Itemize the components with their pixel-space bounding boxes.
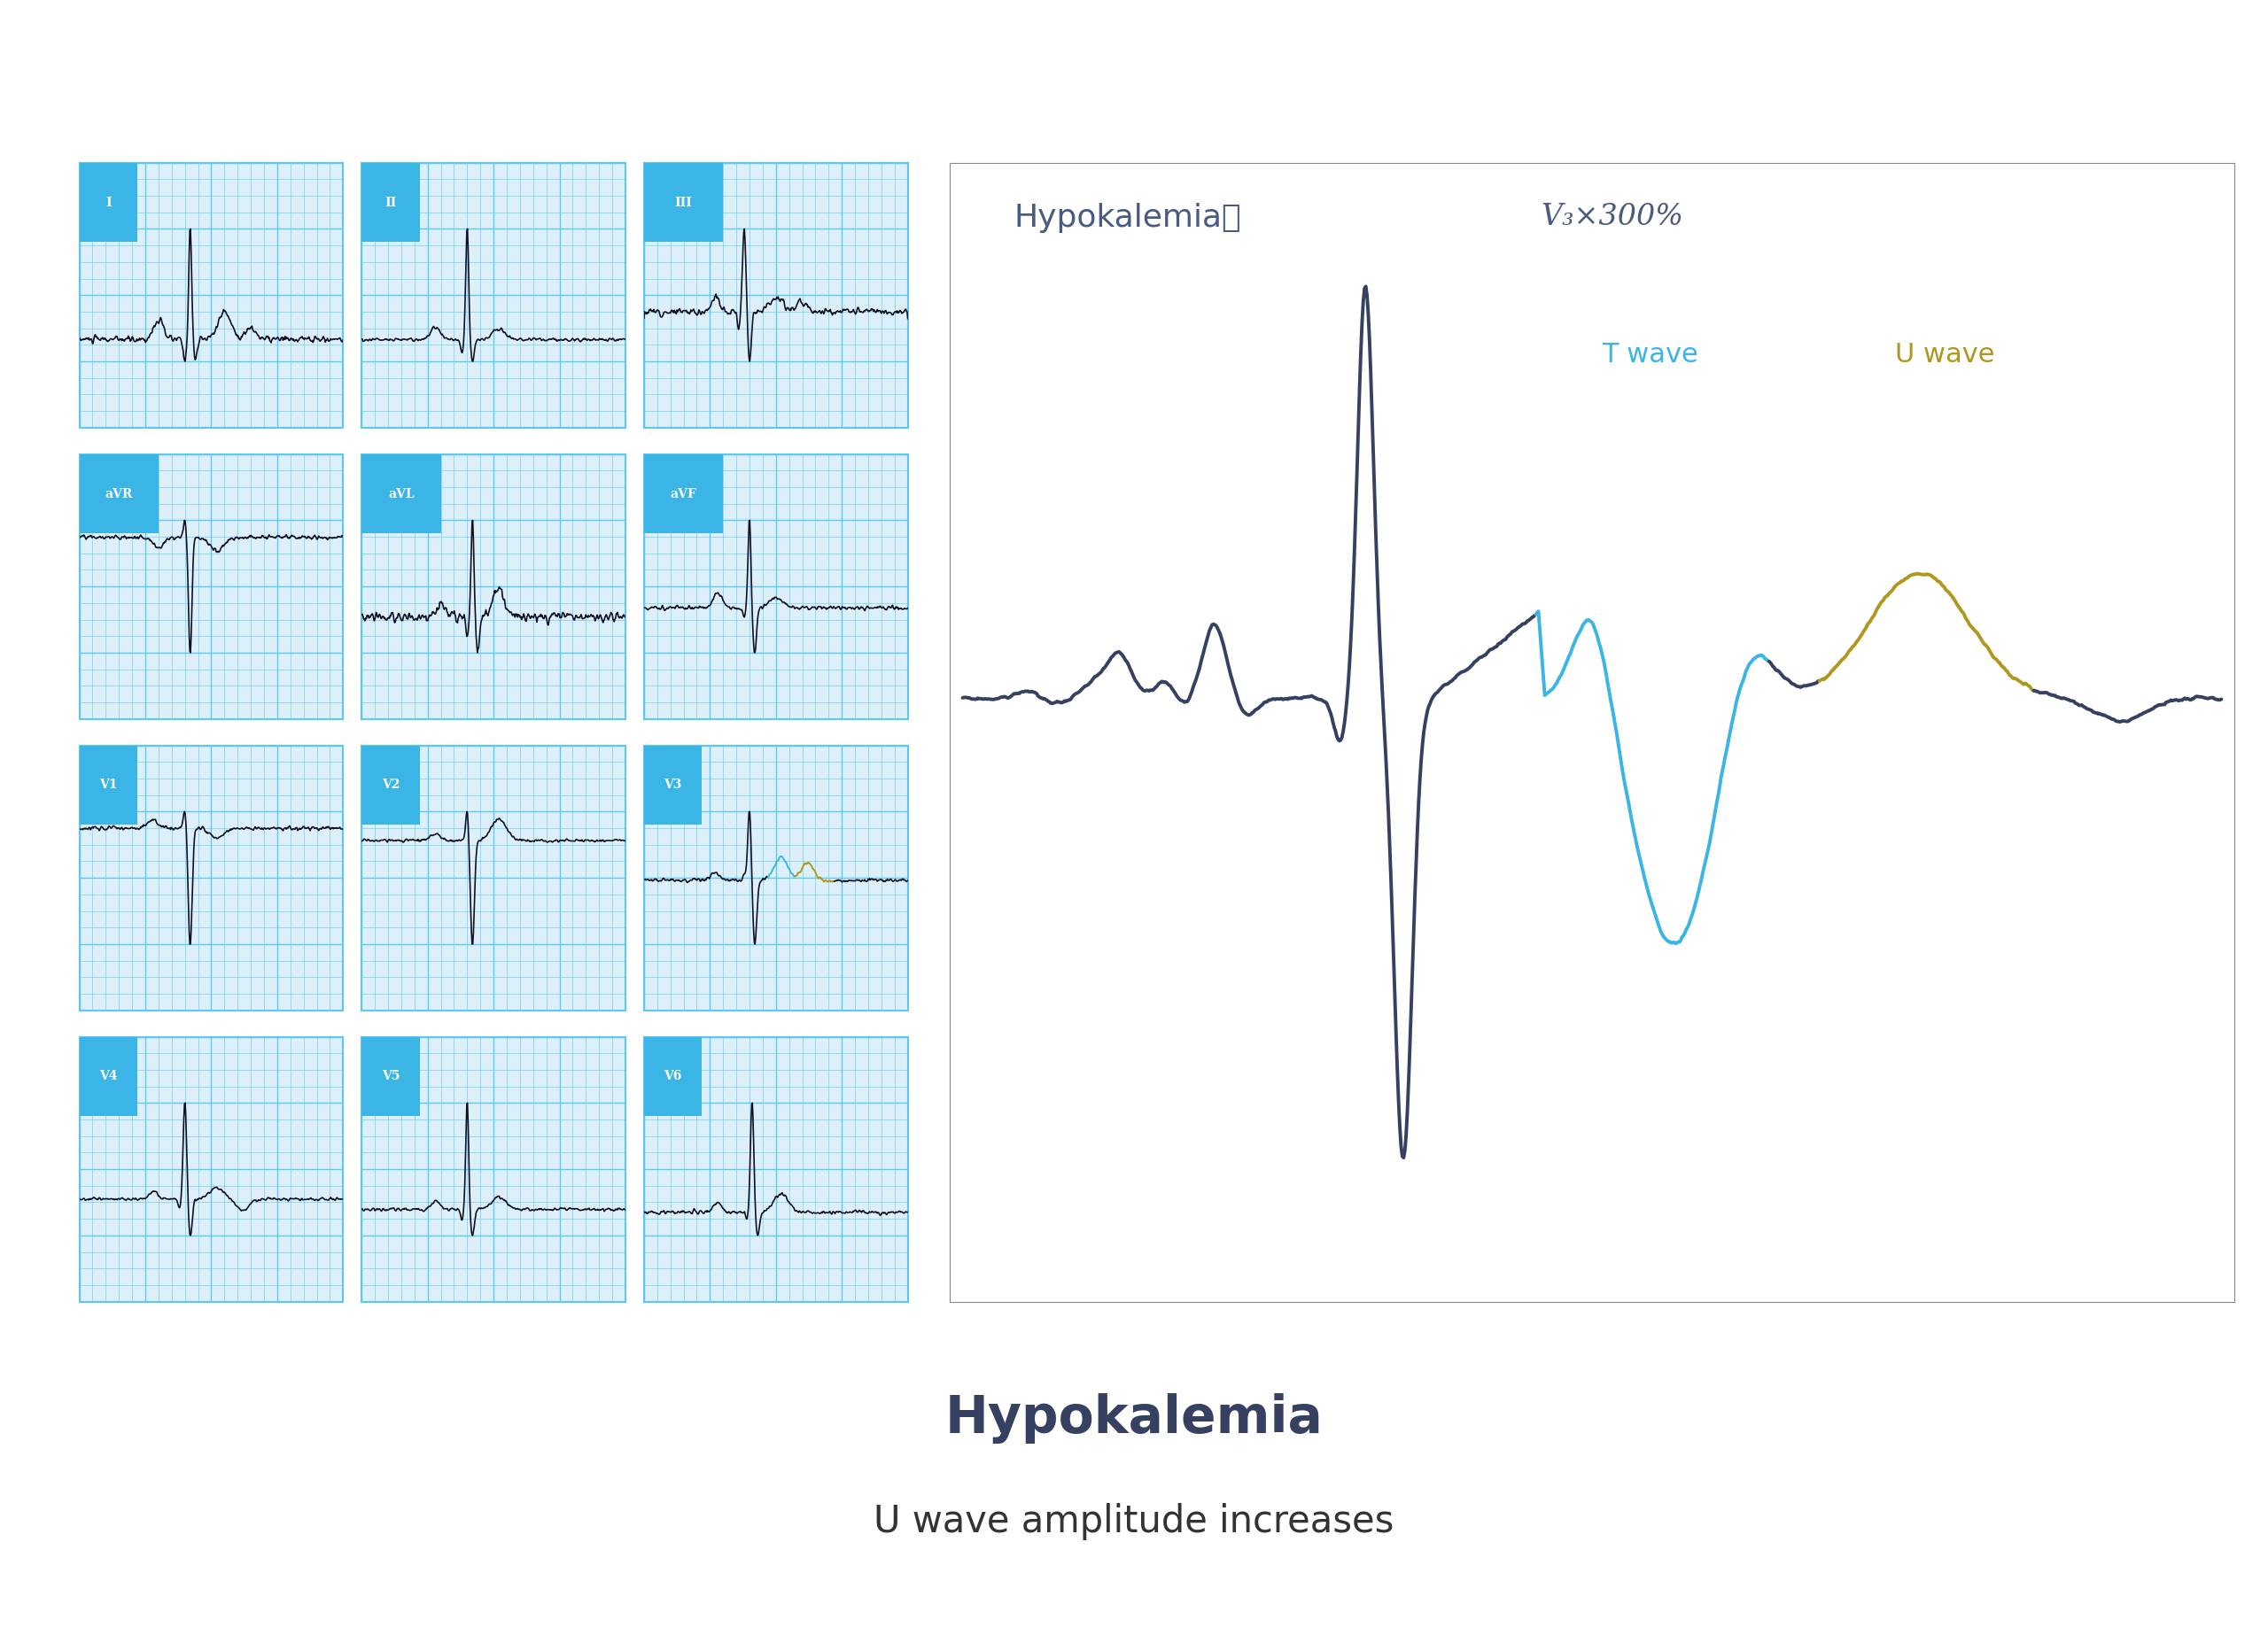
Bar xyxy=(361,163,420,242)
Text: III: III xyxy=(674,197,692,208)
Bar xyxy=(79,454,159,534)
Text: Hypokalemia: Hypokalemia xyxy=(946,1393,1322,1445)
Bar xyxy=(361,454,440,534)
Text: V4: V4 xyxy=(100,1071,118,1082)
Text: U wave: U wave xyxy=(1896,342,1996,368)
Bar xyxy=(644,745,703,825)
Text: T wave: T wave xyxy=(1601,342,1699,368)
Text: V5: V5 xyxy=(381,1071,399,1082)
Bar xyxy=(79,163,138,242)
Text: Hypokalemia：: Hypokalemia： xyxy=(1014,202,1241,233)
Bar xyxy=(361,1036,420,1116)
Bar xyxy=(79,1036,138,1116)
Text: V₃×300%: V₃×300% xyxy=(1540,202,1683,231)
Text: aVF: aVF xyxy=(671,488,696,499)
Text: aVL: aVL xyxy=(388,488,415,499)
Bar xyxy=(644,1036,703,1116)
Text: I: I xyxy=(107,197,111,208)
Bar xyxy=(361,745,420,825)
Text: aVR: aVR xyxy=(104,488,134,499)
Text: V6: V6 xyxy=(665,1071,683,1082)
Bar xyxy=(79,745,138,825)
Text: U wave amplitude increases: U wave amplitude increases xyxy=(873,1503,1395,1539)
Text: II: II xyxy=(386,197,397,208)
Bar xyxy=(644,163,723,242)
Bar xyxy=(644,454,723,534)
Text: V3: V3 xyxy=(665,779,683,791)
Text: V2: V2 xyxy=(381,779,399,791)
Text: V1: V1 xyxy=(100,779,118,791)
